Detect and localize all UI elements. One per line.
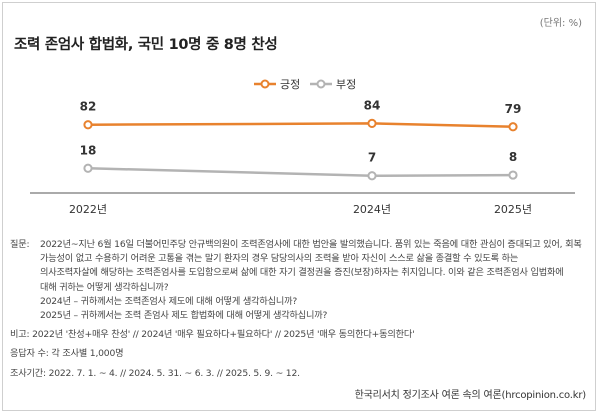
question-line: 대해 귀하는 어떻게 생각하십니까?	[40, 281, 169, 293]
chart-legend: 긍정 부정	[254, 78, 356, 91]
data-point-negative	[508, 170, 518, 180]
series-line-positive	[87, 122, 514, 129]
data-point-negative	[367, 171, 377, 181]
x-tick-label: 2025년	[494, 203, 532, 216]
respondents-note: 응답자 수: 각 조사별 1,000명	[10, 348, 124, 360]
data-point-positive	[367, 118, 377, 128]
question-line: 2025년 – 귀하께서는 조력 존엄사 제도 합법화에 대해 어떻게 생각하십…	[40, 310, 328, 322]
data-point-positive	[83, 120, 93, 130]
data-point-negative	[83, 163, 93, 173]
data-label-positive: 82	[80, 100, 97, 114]
legend-label: 부정	[336, 78, 356, 91]
legend-marker	[316, 79, 326, 89]
question-line: 2024년 – 귀하께서는 조력존엄사 제도에 대해 어떻게 생각하십니까?	[40, 295, 298, 307]
data-label-positive: 79	[505, 102, 522, 116]
period-note: 조사기간: 2022. 7. 1. ~ 4. // 2024. 5. 31. ~…	[10, 367, 300, 379]
line-chart: 긍정 부정 82 84 79 18 7 8 2022년 2024년 2025년	[30, 78, 575, 216]
data-point-positive	[508, 122, 518, 132]
data-label-negative: 18	[80, 143, 97, 157]
chart-frame	[2, 2, 596, 411]
survey-notes: 질문: 2022년~지난 6월 16일 더불어민주당 안규백의원이 조력존엄사에…	[10, 238, 590, 381]
data-label-negative: 7	[368, 151, 376, 165]
series-layer: 82 84 79 18 7 8	[80, 98, 522, 181]
source-footer: 한국리서치 정기조사 여론 속의 여론(hrcopinion.co.kr)	[354, 390, 587, 401]
unit-note: (단위: %)	[539, 18, 582, 29]
question-line: 의사조력자살에 해당하는 조력존엄사를 도입함으로써 삶에 대한 자기 결정권을…	[40, 267, 564, 279]
question-line: 2022년~지난 6월 16일 더불어민주당 안규백의원이 조력존엄사에 대한 …	[40, 239, 582, 250]
legend-marker	[260, 79, 270, 89]
question-block: 질문: 2022년~지난 6월 16일 더불어민주당 안규백의원이 조력존엄사에…	[10, 238, 590, 323]
data-label-negative: 8	[509, 150, 517, 164]
question-text: 2022년~지난 6월 16일 더불어민주당 안규백의원이 조력존엄사에 대한 …	[40, 238, 590, 323]
data-label-positive: 84	[364, 98, 381, 112]
chart-title: 조력 존엄사 합법화, 국민 10명 중 8명 찬성	[14, 37, 278, 53]
series-line-negative	[87, 167, 514, 177]
x-axis: 2022년 2024년 2025년	[30, 192, 575, 216]
question-label: 질문:	[10, 239, 30, 250]
comparison-note: 비고: 2022년 '찬성+매우 찬성' // 2024년 '매우 필요하다+필…	[10, 329, 415, 341]
legend-label: 긍정	[280, 78, 300, 91]
question-line: 가능성이 없고 수용하기 어려운 고통을 겪는 말기 환자의 경우 담당의사의 …	[40, 253, 519, 265]
x-tick-label: 2024년	[353, 203, 391, 216]
x-tick-label: 2022년	[69, 203, 107, 216]
